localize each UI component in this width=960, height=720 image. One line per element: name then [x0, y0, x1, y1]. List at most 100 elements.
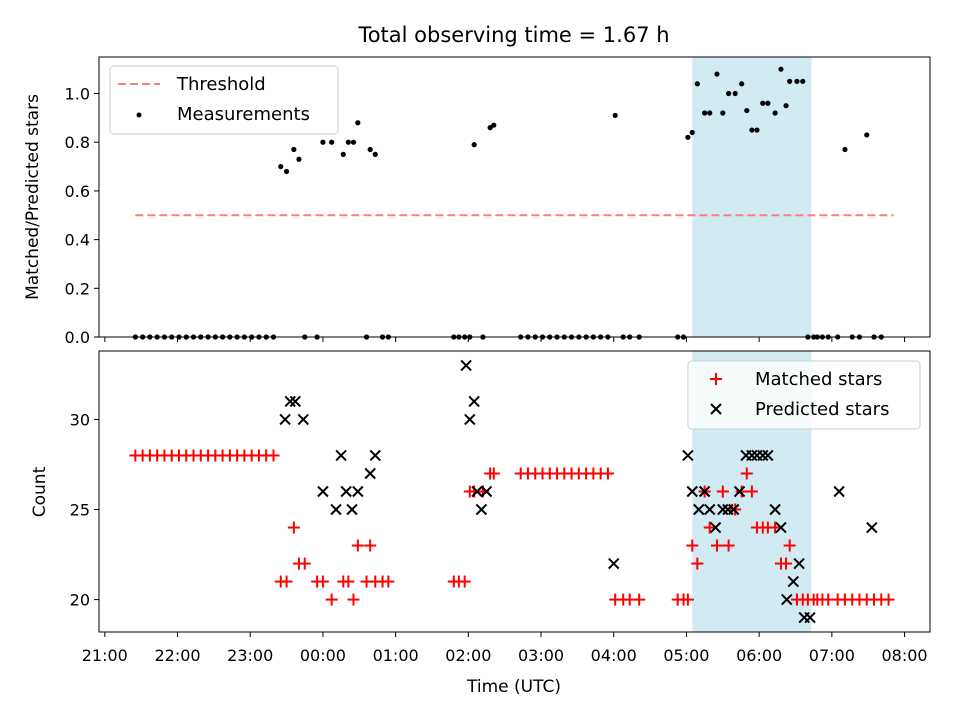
measurement-point: [772, 110, 778, 116]
predicted-point: [746, 449, 758, 462]
predicted-point: [866, 521, 878, 534]
matched-point: [729, 503, 742, 516]
measurement-point: [367, 146, 373, 153]
x-tick-label: 23:00: [227, 646, 273, 665]
matched-point: [325, 593, 338, 606]
x-tick-label: 05:00: [663, 646, 709, 665]
matched-point: [633, 593, 646, 606]
predicted-point: [284, 395, 296, 408]
top-y-tick-label: 1.0: [65, 85, 90, 104]
measurement-point: [760, 100, 766, 106]
predicted-point: [757, 449, 769, 462]
predicted-point: [717, 503, 729, 516]
measurement-point: [283, 168, 290, 175]
predicted-point: [297, 413, 310, 426]
bottom-y-tick-label: 30: [70, 410, 90, 429]
legend-measurements-label: Measurements: [177, 104, 310, 125]
matched-point: [722, 539, 735, 552]
x-tick-label: 08:00: [881, 646, 927, 665]
measurement-point: [732, 90, 738, 97]
predicted-point: [733, 485, 746, 498]
measurement-point: [345, 139, 351, 145]
bottom-legend-box: [687, 360, 921, 430]
measurement-point: [787, 78, 793, 84]
measurement-point: [350, 139, 357, 145]
x-tick-label: 04:00: [591, 646, 637, 665]
measurement-point: [707, 110, 713, 116]
x-tick-label: 02:00: [445, 646, 491, 665]
matched-point: [280, 575, 293, 588]
top-panel: 0.0 0.2 0.4 0.6 0.8 1.0 Matched/Predicted sta…: [23, 56, 931, 347]
predicted-point: [317, 485, 329, 498]
bottom-legend: Matched stars Predicted stars: [687, 360, 921, 430]
bottom-y-tick-label: 25: [70, 501, 90, 520]
matched-point: [716, 485, 729, 498]
predicted-point: [793, 557, 805, 570]
top-y-tick-label: 0.4: [65, 231, 90, 250]
matched-point: [703, 521, 716, 534]
measurement-point: [689, 129, 695, 136]
top-y-tick-label: 0.0: [65, 328, 90, 347]
measurement-point: [702, 110, 708, 116]
bottom-y-tick-label: 20: [70, 591, 90, 610]
top-axes-frame: [98, 56, 931, 338]
predicted-point: [781, 593, 793, 606]
matched-point: [691, 557, 704, 570]
matched-point: [267, 449, 280, 462]
x-tick-label: 21:00: [82, 646, 128, 665]
measurement-point: [864, 132, 870, 138]
top-y-axis-label: Matched/Predicted stars: [23, 94, 43, 300]
top-y-tick-label: 0.8: [65, 133, 90, 152]
predicted-point: [804, 611, 816, 624]
predicted-point: [330, 503, 342, 516]
predicted-point: [480, 485, 493, 498]
top-y-tick-label: 0.2: [65, 279, 90, 298]
predicted-point: [460, 359, 472, 372]
x-tick-label: 00:00: [300, 646, 346, 665]
measurement-point: [372, 151, 378, 157]
predicted-point: [471, 485, 483, 498]
measurement-point: [744, 107, 750, 114]
measurement-point: [754, 127, 760, 133]
matched-point: [740, 467, 753, 480]
measurement-point: [778, 66, 784, 72]
top-legend: Threshold Measurements: [109, 65, 339, 135]
measurement-point: [340, 151, 346, 157]
predicted-point: [693, 503, 705, 516]
predicted-point: [335, 449, 347, 462]
bottom-axes-frame: [98, 350, 931, 633]
bottom-y-axis-label: Count: [30, 466, 50, 517]
measurement-point: [355, 120, 361, 126]
matched-point: [364, 539, 377, 552]
measurement-point: [739, 81, 745, 87]
matched-point: [710, 539, 723, 552]
matched-point: [298, 557, 311, 570]
measurement-point: [726, 90, 732, 97]
x-tick-label: 06:00: [736, 646, 782, 665]
matched-point: [382, 575, 395, 588]
measurement-point: [291, 146, 297, 153]
measurement-point: [694, 81, 700, 87]
measurement-point: [491, 122, 497, 128]
predicted-point: [775, 521, 787, 534]
matched-point: [882, 593, 895, 606]
matched-point: [458, 575, 471, 588]
predicted-point: [608, 557, 620, 570]
measurement-point: [329, 139, 335, 145]
matched-point: [769, 521, 782, 534]
matched-point: [735, 485, 748, 498]
top-highlight-span: [692, 57, 812, 337]
legend-matched-label: Matched stars: [755, 369, 882, 390]
predicted-point: [346, 503, 358, 516]
predicted-point: [289, 395, 302, 408]
matched-point: [780, 557, 793, 570]
predicted-point: [364, 467, 376, 480]
measurement-point: [471, 142, 477, 148]
x-tick-label: 07:00: [809, 646, 855, 665]
predicted-point: [698, 485, 711, 498]
top-legend-box: [109, 65, 339, 135]
matched-point: [686, 539, 699, 552]
legend-predicted-label: Predicted stars: [755, 399, 889, 420]
measurement-point: [800, 78, 806, 84]
